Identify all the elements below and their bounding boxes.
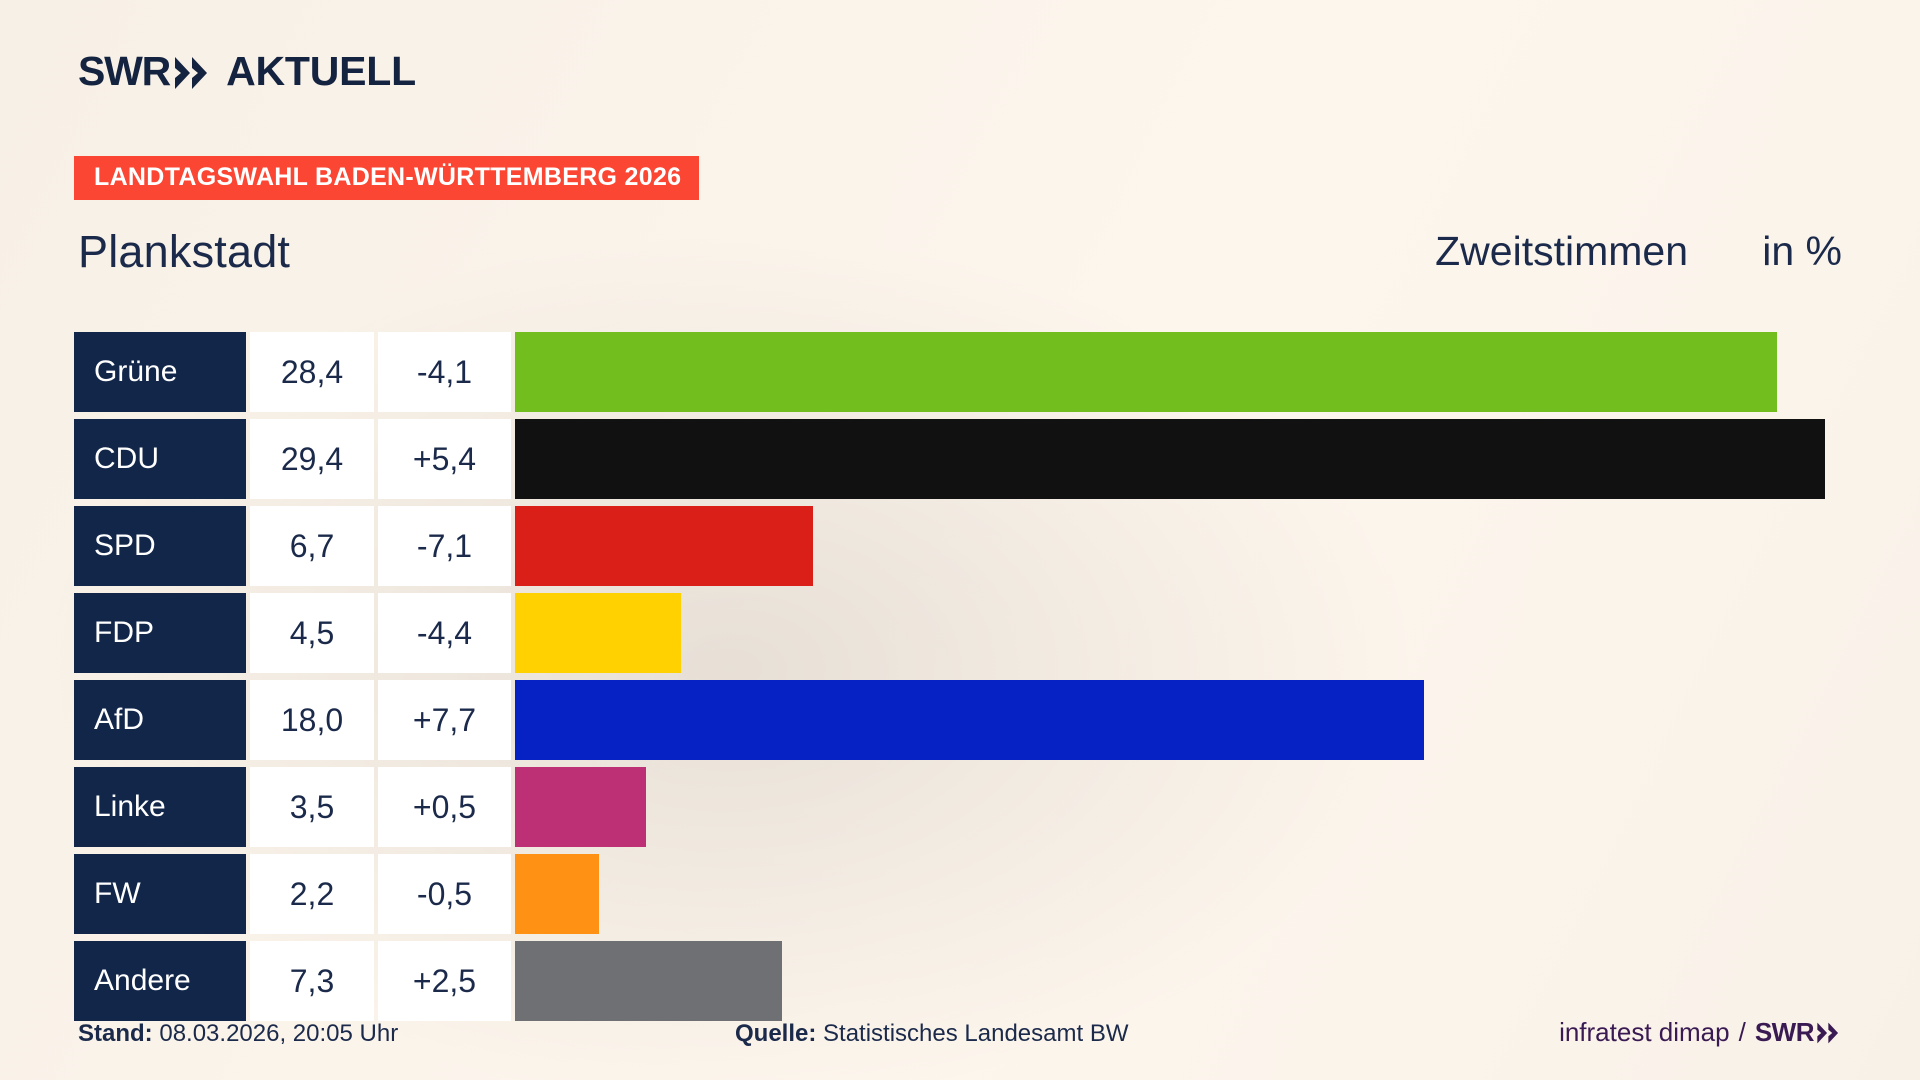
timestamp-label: Stand:	[78, 1020, 153, 1047]
party-name-cell: CDU	[74, 419, 246, 499]
party-name-cell: SPD	[74, 506, 246, 586]
party-share-cell: 3,5	[250, 767, 374, 847]
table-row: AfD 18,0 +7,7	[74, 680, 1920, 760]
region-title: Plankstadt	[78, 226, 291, 277]
credits: infratest dimap / SWR	[1559, 1017, 1842, 1048]
party-share-cell: 7,3	[250, 941, 374, 1021]
brand-swr-text: SWR	[78, 48, 171, 94]
credit-separator: /	[1738, 1017, 1746, 1047]
party-change-cell: +0,5	[378, 767, 511, 847]
double-chevron-icon	[173, 56, 213, 90]
party-share-cell: 4,5	[250, 593, 374, 673]
party-change-cell: +5,4	[378, 419, 511, 499]
party-name-cell: Linke	[74, 767, 246, 847]
party-bar	[515, 419, 1825, 499]
bar-track	[515, 941, 1920, 1021]
table-row: SPD 6,7 -7,1	[74, 506, 1920, 586]
party-change-cell: +2,5	[378, 941, 511, 1021]
credit-broadcaster-text: SWR	[1754, 1017, 1815, 1047]
table-row: FDP 4,5 -4,4	[74, 593, 1920, 673]
unit-label: in %	[1762, 228, 1842, 274]
party-change-cell: -4,4	[378, 593, 511, 673]
table-row: FW 2,2 -0,5	[74, 854, 1920, 934]
bar-track	[515, 680, 1920, 760]
party-change-cell: -0,5	[378, 854, 511, 934]
bar-track	[515, 854, 1920, 934]
bar-track	[515, 593, 1920, 673]
party-change-cell: -7,1	[378, 506, 511, 586]
bar-track	[515, 767, 1920, 847]
vote-type-label: Zweitstimmen	[1435, 228, 1688, 274]
party-share-cell: 29,4	[250, 419, 374, 499]
double-chevron-small-icon	[1816, 1022, 1842, 1044]
brand-logo: SWR AKTUELL	[78, 48, 416, 95]
source-value: Statistisches Landesamt BW	[823, 1020, 1129, 1047]
source-label: Quelle:	[735, 1020, 817, 1047]
party-change-cell: +7,7	[378, 680, 511, 760]
party-bar	[515, 680, 1424, 760]
election-badge: LANDTAGSWAHL BADEN-WÜRTTEMBERG 2026	[74, 156, 700, 200]
bar-track	[515, 419, 1920, 499]
party-share-cell: 28,4	[250, 332, 374, 412]
credit-broadcaster: SWR	[1755, 1017, 1842, 1048]
party-name-cell: AfD	[74, 680, 246, 760]
party-bar	[515, 506, 813, 586]
party-bar	[515, 854, 599, 934]
party-bar	[515, 767, 646, 847]
party-share-cell: 2,2	[250, 854, 374, 934]
party-share-cell: 18,0	[250, 680, 374, 760]
bar-track	[515, 332, 1920, 412]
results-bar-chart: Grüne 28,4 -4,1 CDU 29,4 +5,4 SPD 6,7 -7,1 FDP 4,5…	[74, 332, 1920, 1028]
brand-aktuell-text: AKTUELL	[226, 48, 416, 94]
party-share-cell: 6,7	[250, 506, 374, 586]
party-name-cell: FW	[74, 854, 246, 934]
party-bar	[515, 593, 681, 673]
party-name-cell: Andere	[74, 941, 246, 1021]
source-note: Quelle: Statistisches Landesamt BW	[735, 1020, 1129, 1048]
party-bar	[515, 941, 782, 1021]
table-row: CDU 29,4 +5,4	[74, 419, 1920, 499]
table-row: Linke 3,5 +0,5	[74, 767, 1920, 847]
party-name-cell: FDP	[74, 593, 246, 673]
bar-track	[515, 506, 1920, 586]
party-change-cell: -4,1	[378, 332, 511, 412]
timestamp-value: 08.03.2026, 20:05 Uhr	[159, 1020, 399, 1047]
table-row: Grüne 28,4 -4,1	[74, 332, 1920, 412]
table-row: Andere 7,3 +2,5	[74, 941, 1920, 1021]
credit-pollster: infratest dimap	[1559, 1017, 1730, 1047]
timestamp: Stand: 08.03.2026, 20:05 Uhr	[78, 1020, 398, 1048]
party-bar	[515, 332, 1777, 412]
footer: Stand: 08.03.2026, 20:05 Uhr Quelle: Sta…	[0, 1017, 1920, 1054]
party-name-cell: Grüne	[74, 332, 246, 412]
